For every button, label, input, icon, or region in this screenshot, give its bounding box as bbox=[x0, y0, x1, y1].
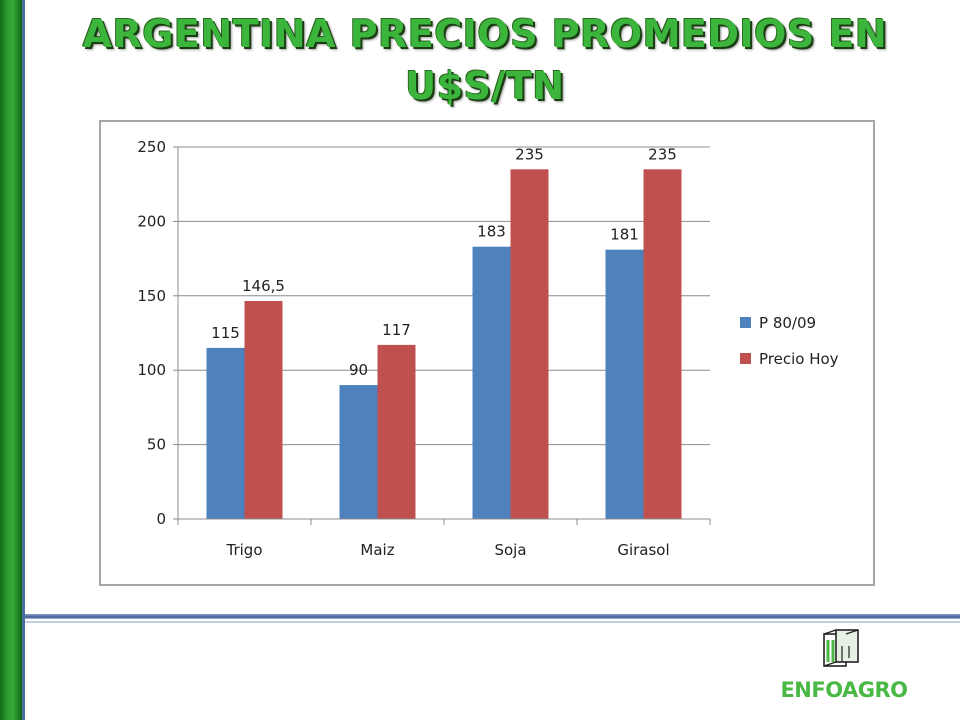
left-decorative-bar bbox=[0, 0, 22, 720]
logo-text: ENFOAGRO bbox=[780, 678, 908, 702]
bar-p80-09-girasol bbox=[605, 249, 644, 519]
data-label: 117 bbox=[382, 321, 411, 339]
left-bar-edge bbox=[22, 0, 25, 720]
slide-title: ARGENTINA PRECIOS PROMEDIOS EN U$S/TN bbox=[82, 12, 888, 108]
x-tick-label: Girasol bbox=[617, 541, 669, 559]
bar-p80-09-soja bbox=[472, 246, 511, 520]
legend-swatch bbox=[740, 317, 751, 328]
building-icon bbox=[823, 629, 859, 667]
data-label: 90 bbox=[349, 361, 368, 379]
y-tick-label: 200 bbox=[137, 212, 166, 230]
x-tick-label: Soja bbox=[494, 541, 526, 559]
legend-label: P 80/09 bbox=[759, 314, 816, 332]
data-label: 146,5 bbox=[242, 277, 285, 295]
bar-p80-09-maiz bbox=[339, 385, 378, 519]
horizontal-divider-highlight bbox=[25, 621, 960, 623]
horizontal-divider bbox=[25, 614, 960, 619]
y-tick-label: 0 bbox=[156, 510, 166, 528]
chart-frame: 0 50 100 150 200 250 115 146,5 Trigo 90 117 Maiz 183… bbox=[99, 120, 875, 586]
bar-precio-hoy-soja bbox=[510, 169, 549, 519]
enfoagro-logo: ENFOAGRO bbox=[776, 628, 912, 708]
bar-chart: 0 50 100 150 200 250 115 146,5 Trigo 90 117 Maiz 183… bbox=[137, 138, 839, 559]
y-tick-label: 100 bbox=[137, 361, 166, 379]
y-tick-label: 50 bbox=[147, 436, 166, 454]
bar-precio-hoy-trigo bbox=[244, 301, 283, 519]
x-tick-label: Trigo bbox=[226, 541, 263, 559]
x-tick-label: Maiz bbox=[360, 541, 394, 559]
data-label: 183 bbox=[477, 223, 506, 241]
data-label: 235 bbox=[515, 145, 544, 163]
legend-label: Precio Hoy bbox=[759, 350, 839, 368]
data-label: 235 bbox=[648, 145, 677, 163]
y-tick-label: 150 bbox=[137, 287, 166, 305]
bar-precio-hoy-maiz bbox=[377, 344, 416, 519]
bar-p80-09-trigo bbox=[206, 347, 245, 519]
data-label: 115 bbox=[211, 324, 240, 342]
legend-swatch bbox=[740, 353, 751, 364]
bar-precio-hoy-girasol bbox=[643, 169, 682, 519]
y-tick-label: 250 bbox=[137, 138, 166, 156]
data-label: 181 bbox=[610, 226, 639, 244]
